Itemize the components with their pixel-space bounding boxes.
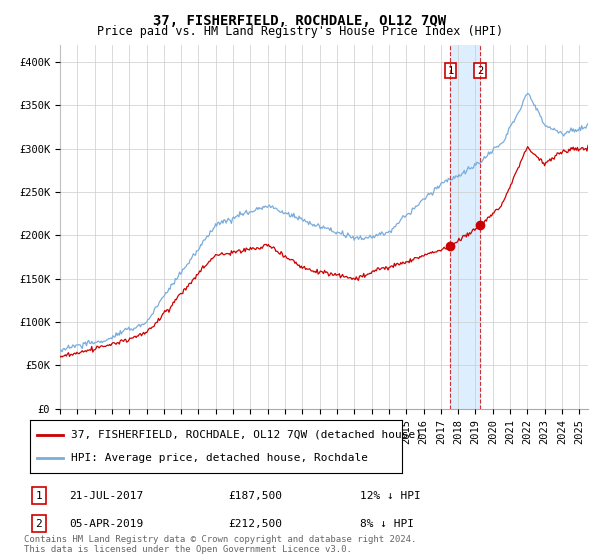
Text: HPI: Average price, detached house, Rochdale: HPI: Average price, detached house, Roch… [71, 453, 368, 463]
Text: 1: 1 [35, 491, 43, 501]
Text: 37, FISHERFIELD, ROCHDALE, OL12 7QW: 37, FISHERFIELD, ROCHDALE, OL12 7QW [154, 14, 446, 28]
Text: 12% ↓ HPI: 12% ↓ HPI [360, 491, 421, 501]
Text: 2: 2 [477, 66, 483, 76]
Text: 2: 2 [35, 519, 43, 529]
Bar [451, 45, 480, 409]
Text: £187,500: £187,500 [228, 491, 282, 501]
Text: 21-JUL-2017: 21-JUL-2017 [69, 491, 143, 501]
Text: 05-APR-2019: 05-APR-2019 [69, 519, 143, 529]
Text: 8% ↓ HPI: 8% ↓ HPI [360, 519, 414, 529]
Text: £212,500: £212,500 [228, 519, 282, 529]
Text: Contains HM Land Registry data © Crown copyright and database right 2024.
This d: Contains HM Land Registry data © Crown c… [24, 535, 416, 554]
Text: 1: 1 [447, 66, 454, 76]
Text: 37, FISHERFIELD, ROCHDALE, OL12 7QW (detached house): 37, FISHERFIELD, ROCHDALE, OL12 7QW (det… [71, 430, 422, 440]
Text: Price paid vs. HM Land Registry's House Price Index (HPI): Price paid vs. HM Land Registry's House … [97, 25, 503, 38]
